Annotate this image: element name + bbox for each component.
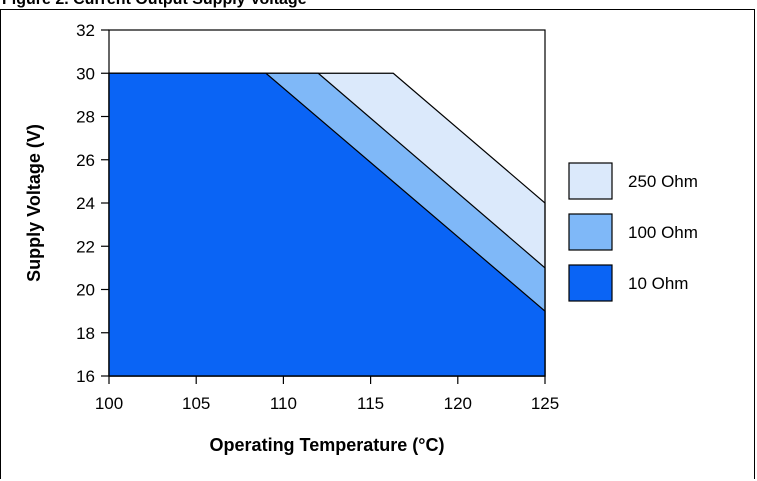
chart-areas <box>108 72 546 377</box>
figure-title: Figure 2. Current Output Supply Voltage <box>2 0 307 9</box>
x-tick-label: 115 <box>357 394 384 413</box>
y-tick-label: 22 <box>76 237 95 256</box>
x-tick-label: 110 <box>270 394 297 413</box>
y-tick-label: 16 <box>76 367 95 386</box>
y-tick-label: 24 <box>76 194 95 213</box>
legend-swatch-10-ohm <box>568 264 613 302</box>
y-tick-label: 20 <box>76 281 95 300</box>
x-axis: 100 105 110 115 120 125 <box>95 376 559 413</box>
legend: 250 Ohm 100 Ohm 10 Ohm <box>568 162 698 302</box>
legend-swatch-100-ohm <box>568 213 613 251</box>
y-tick-label: 28 <box>76 108 95 127</box>
legend-label-100-ohm: 100 Ohm <box>628 223 698 242</box>
y-tick-label: 18 <box>76 324 95 343</box>
x-axis-label: Operating Temperature (°C) <box>210 435 445 455</box>
figure-frame <box>0 9 755 479</box>
legend-label-10-ohm: 10 Ohm <box>628 274 688 293</box>
x-tick-label: 100 <box>95 394 123 413</box>
y-tick-label: 26 <box>76 151 95 170</box>
legend-swatch-250-ohm <box>568 162 613 200</box>
legend-label-250-ohm: 250 Ohm <box>628 172 698 191</box>
y-tick-label: 30 <box>76 64 95 83</box>
x-tick-label: 105 <box>182 394 210 413</box>
x-tick-label: 120 <box>444 394 472 413</box>
x-tick-label: 125 <box>531 394 559 413</box>
y-axis-label: Supply Voltage (V) <box>24 124 44 282</box>
y-axis: 16 18 20 22 24 26 28 30 32 <box>76 21 109 386</box>
y-tick-label: 32 <box>76 21 95 40</box>
